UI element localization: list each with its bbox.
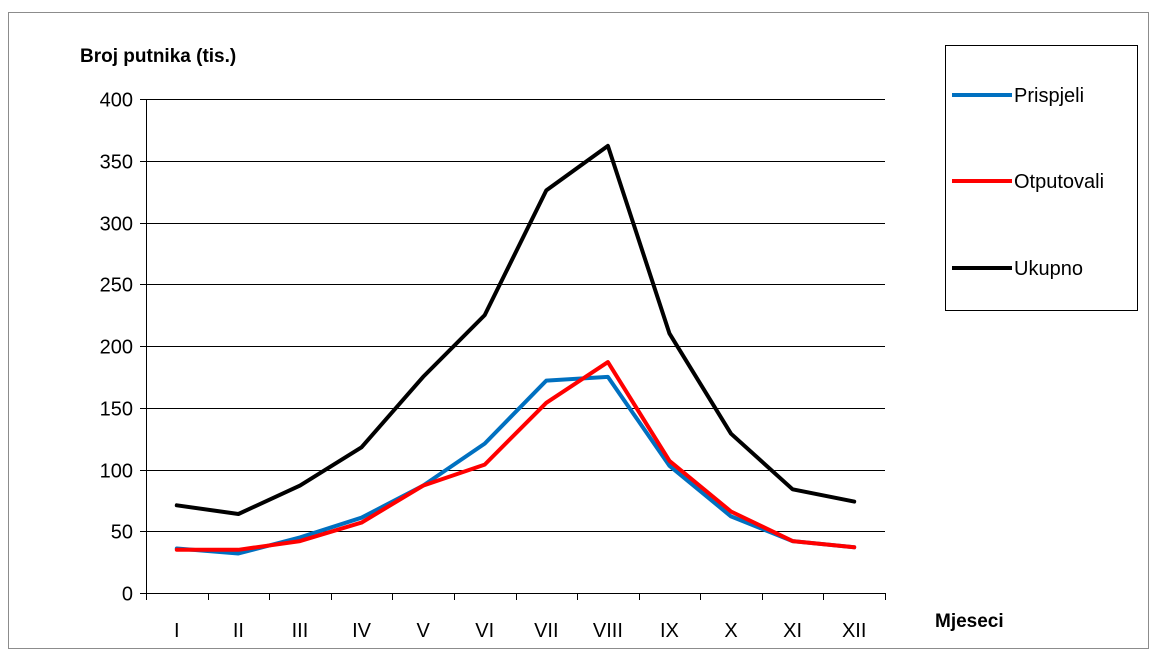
y-tick-label: 50 [111, 522, 133, 544]
x-tick-label: IV [352, 620, 372, 642]
legend-label-ukupno: Ukupno [1014, 258, 1083, 280]
series-line-ukupno [174, 143, 857, 516]
legend: Prispjeli Otputovali Ukupno [945, 45, 1138, 311]
legend-label-prispjeli: Prispjeli [1014, 85, 1084, 107]
x-tick-label: IX [660, 620, 679, 642]
x-tick-label: X [724, 620, 737, 642]
series-line-otputovali [174, 360, 857, 552]
gridlines [146, 99, 885, 532]
x-tick-label: XII [842, 620, 866, 642]
y-tick-label: 150 [100, 399, 133, 421]
x-tick-label: XI [783, 620, 802, 642]
y-tick-label: 250 [100, 275, 133, 297]
y-tick-label: 350 [100, 152, 133, 174]
y-axis-title: Broj putnika (tis.) [80, 46, 236, 67]
x-tick-label: I [174, 620, 180, 642]
x-tick-label: III [292, 620, 309, 642]
x-axis-title: Mjeseci [935, 611, 1004, 632]
y-tick-label: 400 [100, 90, 133, 112]
x-tick-label: VI [475, 620, 494, 642]
x-tick-label: VIII [593, 620, 623, 642]
x-tick-label: V [416, 620, 430, 642]
legend-label-otputovali: Otputovali [1014, 171, 1104, 193]
x-tick-label: II [233, 620, 244, 642]
y-tick-label: 300 [100, 214, 133, 236]
y-tick-label: 0 [122, 584, 133, 606]
series-lines [174, 143, 857, 556]
series-line-prispjeli [174, 374, 857, 556]
y-tick-label: 200 [100, 337, 133, 359]
x-tick-label: VII [534, 620, 558, 642]
y-tick-label: 100 [100, 461, 133, 483]
axes [140, 99, 886, 600]
